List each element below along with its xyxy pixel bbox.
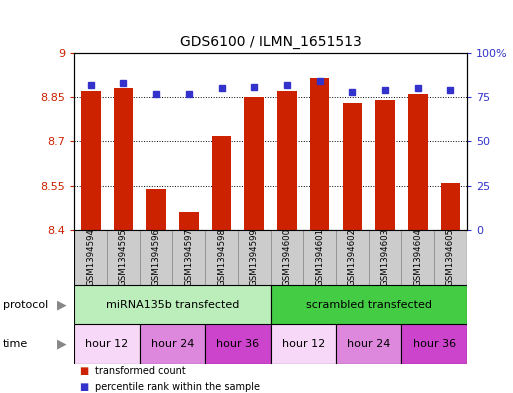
Bar bbox=[113, 88, 133, 230]
Bar bbox=[270, 285, 467, 324]
Text: scrambled transfected: scrambled transfected bbox=[306, 299, 432, 310]
Bar bbox=[107, 230, 140, 285]
Text: GSM1394594: GSM1394594 bbox=[86, 228, 95, 286]
Text: GSM1394595: GSM1394595 bbox=[119, 228, 128, 286]
Bar bbox=[270, 324, 336, 364]
Bar bbox=[140, 230, 172, 285]
Bar bbox=[336, 324, 401, 364]
Text: hour 36: hour 36 bbox=[216, 339, 260, 349]
Text: ■: ■ bbox=[80, 382, 89, 392]
Bar bbox=[303, 230, 336, 285]
Text: ■: ■ bbox=[80, 366, 89, 376]
Text: hour 24: hour 24 bbox=[347, 339, 390, 349]
Text: GSM1394596: GSM1394596 bbox=[152, 228, 161, 286]
Text: miRNA135b transfected: miRNA135b transfected bbox=[106, 299, 239, 310]
Text: GSM1394600: GSM1394600 bbox=[283, 228, 291, 286]
Bar bbox=[212, 136, 231, 230]
Text: hour 12: hour 12 bbox=[86, 339, 129, 349]
Bar bbox=[434, 230, 467, 285]
Bar bbox=[238, 230, 271, 285]
Bar bbox=[343, 103, 362, 230]
Text: GSM1394598: GSM1394598 bbox=[217, 228, 226, 286]
Text: GSM1394605: GSM1394605 bbox=[446, 228, 455, 286]
Bar bbox=[179, 212, 199, 230]
Bar bbox=[74, 230, 107, 285]
Bar bbox=[408, 94, 427, 230]
Text: hour 36: hour 36 bbox=[412, 339, 456, 349]
Text: GSM1394603: GSM1394603 bbox=[381, 228, 389, 286]
Text: GSM1394601: GSM1394601 bbox=[315, 228, 324, 286]
Bar bbox=[172, 230, 205, 285]
Text: ▶: ▶ bbox=[57, 337, 66, 351]
Text: ▶: ▶ bbox=[57, 298, 66, 311]
Bar bbox=[401, 324, 467, 364]
Text: protocol: protocol bbox=[3, 299, 48, 310]
Text: GSM1394604: GSM1394604 bbox=[413, 228, 422, 286]
Bar bbox=[375, 100, 395, 230]
Text: percentile rank within the sample: percentile rank within the sample bbox=[95, 382, 260, 392]
Bar bbox=[244, 97, 264, 230]
Bar bbox=[205, 324, 270, 364]
Bar bbox=[140, 324, 205, 364]
Bar bbox=[401, 230, 434, 285]
Bar bbox=[277, 92, 297, 230]
Bar bbox=[74, 324, 140, 364]
Title: GDS6100 / ILMN_1651513: GDS6100 / ILMN_1651513 bbox=[180, 35, 362, 49]
Bar bbox=[441, 183, 460, 230]
Bar bbox=[310, 78, 329, 230]
Bar bbox=[205, 230, 238, 285]
Text: transformed count: transformed count bbox=[95, 366, 186, 376]
Text: hour 12: hour 12 bbox=[282, 339, 325, 349]
Bar bbox=[369, 230, 401, 285]
Bar bbox=[81, 92, 101, 230]
Bar bbox=[74, 285, 270, 324]
Text: GSM1394597: GSM1394597 bbox=[184, 228, 193, 286]
Text: GSM1394599: GSM1394599 bbox=[250, 228, 259, 286]
Bar bbox=[336, 230, 369, 285]
Bar bbox=[270, 230, 303, 285]
Text: GSM1394602: GSM1394602 bbox=[348, 228, 357, 286]
Text: hour 24: hour 24 bbox=[151, 339, 194, 349]
Bar bbox=[146, 189, 166, 230]
Text: time: time bbox=[3, 339, 28, 349]
